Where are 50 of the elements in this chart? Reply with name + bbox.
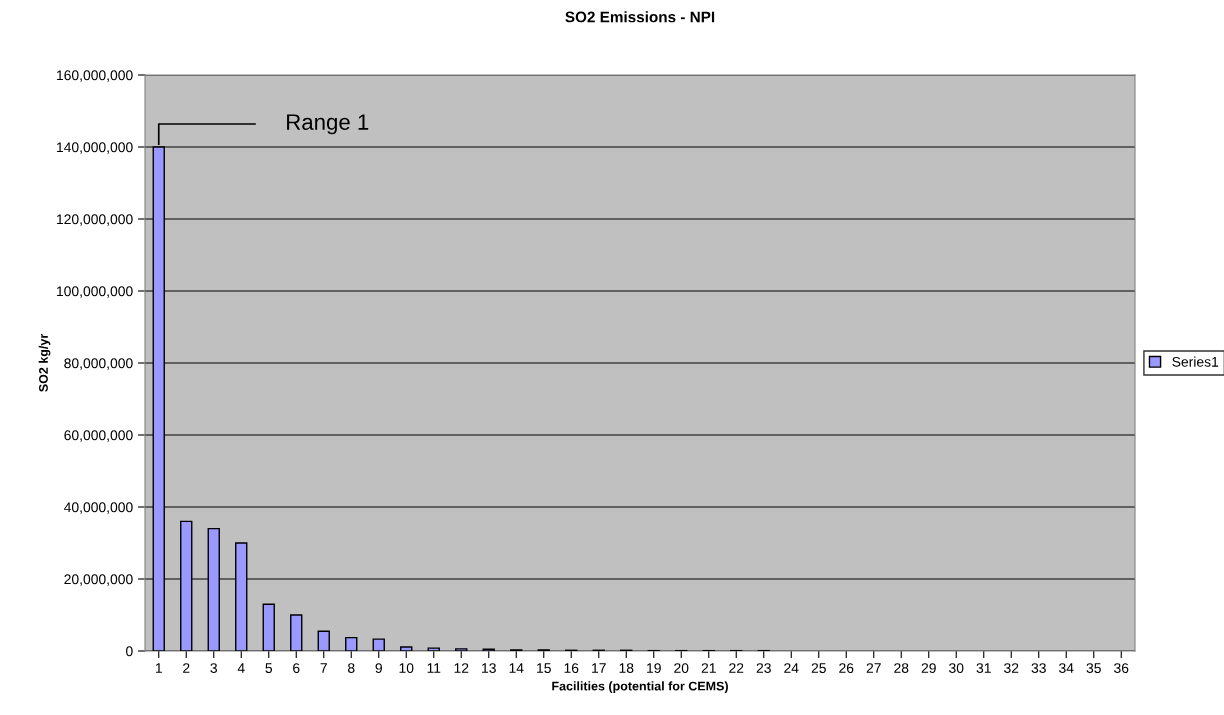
x-tick-label: 5 [265, 663, 273, 674]
x-tick-label: 6 [293, 663, 300, 674]
x-tick-label: 36 [1114, 663, 1129, 674]
x-tick-label: 17 [592, 663, 606, 673]
y-tick-label: 20,000,000 [64, 574, 133, 586]
x-tick-label: 10 [399, 663, 414, 674]
x-tick-label: 8 [347, 663, 355, 674]
y-tick-label: 160,000,000 [57, 70, 133, 82]
x-tick-label: 23 [756, 663, 771, 674]
x-tick-label: 35 [1086, 663, 1101, 674]
x-tick-label: 1 [155, 663, 162, 673]
x-tick-label: 3 [210, 663, 217, 674]
chart-title: SO2 Emissions - NPI [565, 11, 715, 23]
y-tick-label: 140,000,000 [57, 142, 133, 154]
x-tick-label: 15 [537, 663, 551, 674]
x-tick-label: 7 [320, 663, 327, 673]
y-tick-label: 60,000,000 [64, 430, 133, 442]
y-tick-label: 80,000,000 [64, 358, 133, 370]
legend-label: Series1 [1172, 356, 1219, 367]
y-tick-label: 0 [126, 646, 133, 657]
x-tick-label: 4 [237, 663, 245, 673]
x-tick-label: 20 [674, 663, 689, 674]
annotation: Range 1 [287, 114, 369, 135]
x-tick-label: 18 [619, 663, 634, 674]
y-axis-title: SO2 kg/yr [38, 334, 51, 392]
x-tick-label: 34 [1059, 663, 1074, 674]
x-tick-label: 31 [976, 663, 991, 674]
x-tick-label: 9 [375, 663, 382, 674]
y-tick-label: 40,000,000 [64, 502, 133, 514]
x-tick-label: 22 [729, 663, 744, 673]
x-tick-label: 32 [1004, 663, 1019, 674]
x-tick-label: 13 [482, 663, 496, 674]
x-tick-label: 19 [647, 663, 661, 674]
x-tick-label: 33 [1031, 663, 1046, 674]
x-tick-label: 27 [866, 663, 881, 673]
x-tick-label: 11 [427, 663, 441, 673]
x-tick-label: 26 [839, 663, 854, 674]
x-tick-label: 24 [784, 663, 799, 673]
x-tick-label: 25 [811, 663, 826, 674]
x-tick-label: 12 [454, 663, 469, 673]
y-tick-label: 120,000,000 [57, 214, 133, 226]
x-tick-label: 2 [183, 663, 190, 673]
x-tick-label: 21 [701, 663, 716, 673]
x-tick-label: 28 [894, 663, 909, 674]
y-tick-label: 100,000,000 [57, 286, 133, 298]
x-tick-label: 29 [921, 663, 936, 674]
x-axis-title: Facilities (potential for CEMS) [552, 681, 728, 693]
x-tick-label: 16 [564, 663, 579, 674]
x-tick-label: 14 [509, 663, 524, 673]
x-tick-label: 30 [949, 663, 964, 674]
